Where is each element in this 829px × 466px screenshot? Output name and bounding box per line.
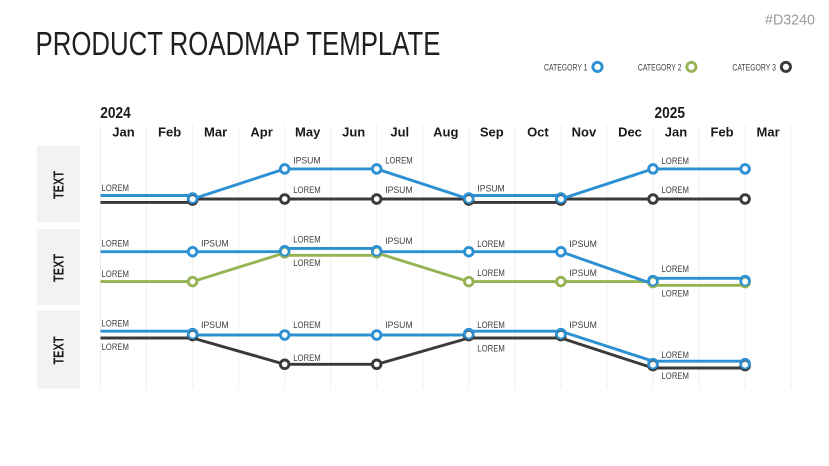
svg-text:Mar: Mar xyxy=(757,125,780,140)
svg-text:LOREM: LOREM xyxy=(662,350,690,360)
svg-text:IPSUM: IPSUM xyxy=(201,239,229,249)
svg-text:LOREM: LOREM xyxy=(102,342,130,352)
svg-text:Apr: Apr xyxy=(250,125,272,140)
svg-text:May: May xyxy=(295,125,321,140)
svg-text:Jan: Jan xyxy=(112,125,134,140)
svg-text:LOREM: LOREM xyxy=(662,185,690,195)
svg-text:IPSUM: IPSUM xyxy=(385,320,413,330)
svg-text:TEXT: TEXT xyxy=(50,171,67,199)
svg-text:LOREM: LOREM xyxy=(477,320,505,330)
svg-text:TEXT: TEXT xyxy=(50,254,67,282)
svg-text:Sep: Sep xyxy=(480,125,504,140)
svg-text:Oct: Oct xyxy=(527,125,549,140)
svg-text:CATEGORY 2: CATEGORY 2 xyxy=(638,62,682,73)
svg-text:PRODUCT ROADMAP TEMPLATE: PRODUCT ROADMAP TEMPLATE xyxy=(36,25,441,62)
svg-text:LOREM: LOREM xyxy=(293,353,321,363)
svg-text:2024: 2024 xyxy=(100,105,131,122)
svg-text:LOREM: LOREM xyxy=(385,155,413,165)
svg-text:LOREM: LOREM xyxy=(102,319,130,329)
svg-text:LOREM: LOREM xyxy=(662,156,690,166)
svg-text:Jan: Jan xyxy=(665,125,687,140)
svg-text:LOREM: LOREM xyxy=(102,269,130,279)
svg-text:LOREM: LOREM xyxy=(102,239,130,249)
svg-text:LOREM: LOREM xyxy=(477,343,505,353)
svg-text:LOREM: LOREM xyxy=(662,288,690,298)
svg-text:LOREM: LOREM xyxy=(662,371,690,381)
svg-text:LOREM: LOREM xyxy=(102,183,130,193)
svg-text:TEXT: TEXT xyxy=(50,336,67,364)
svg-text:IPSUM: IPSUM xyxy=(477,184,505,194)
svg-text:#D3240: #D3240 xyxy=(765,11,815,28)
svg-text:2025: 2025 xyxy=(655,105,686,122)
svg-text:LOREM: LOREM xyxy=(293,258,321,268)
svg-text:Jun: Jun xyxy=(342,125,365,140)
svg-text:Mar: Mar xyxy=(204,125,227,140)
svg-text:IPSUM: IPSUM xyxy=(293,155,321,165)
svg-text:IPSUM: IPSUM xyxy=(569,268,597,278)
svg-text:Dec: Dec xyxy=(618,125,642,140)
svg-text:Feb: Feb xyxy=(710,125,733,140)
svg-text:LOREM: LOREM xyxy=(293,235,321,245)
svg-text:Feb: Feb xyxy=(158,125,181,140)
svg-text:LOREM: LOREM xyxy=(477,268,505,278)
svg-text:Nov: Nov xyxy=(572,125,597,140)
svg-text:LOREM: LOREM xyxy=(293,320,321,330)
svg-text:IPSUM: IPSUM xyxy=(201,320,229,330)
svg-text:Aug: Aug xyxy=(433,125,458,140)
svg-text:IPSUM: IPSUM xyxy=(385,236,413,246)
svg-text:IPSUM: IPSUM xyxy=(385,185,413,195)
svg-text:LOREM: LOREM xyxy=(293,185,321,195)
svg-text:IPSUM: IPSUM xyxy=(569,320,597,330)
svg-text:CATEGORY 3: CATEGORY 3 xyxy=(732,62,776,73)
svg-text:Jul: Jul xyxy=(390,125,409,140)
svg-text:IPSUM: IPSUM xyxy=(569,239,597,249)
svg-text:LOREM: LOREM xyxy=(662,264,690,274)
svg-text:LOREM: LOREM xyxy=(477,239,505,249)
svg-text:CATEGORY 1: CATEGORY 1 xyxy=(544,62,588,73)
